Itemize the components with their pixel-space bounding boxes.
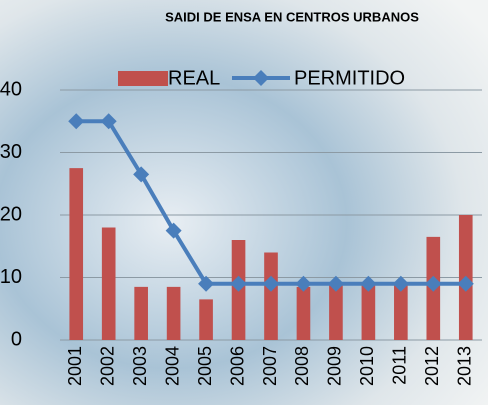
x-tick-label: 2011	[390, 346, 410, 385]
legend-swatch	[118, 71, 168, 86]
x-tick-label: 2013	[455, 346, 475, 386]
bar	[362, 284, 376, 340]
bar	[394, 284, 408, 340]
x-tick-label: 2003	[130, 346, 150, 386]
x-tick-label: 2007	[260, 346, 280, 386]
y-tick-label: 0	[11, 328, 22, 350]
x-tick-label: 2010	[357, 346, 377, 386]
bar	[199, 299, 213, 340]
chart: SAIDI DE ENSA EN CENTROS URBANOS 0 10 20 30…	[0, 0, 488, 405]
x-tick-label: 2002	[97, 346, 117, 386]
bar	[264, 253, 278, 341]
x-tick-label: 2004	[162, 346, 182, 386]
legend-label: REAL	[168, 67, 220, 89]
x-tick-label: 2008	[292, 346, 312, 386]
bar	[134, 287, 148, 340]
legend-label: PERMITIDO	[294, 67, 405, 89]
bar	[329, 284, 343, 340]
x-tick-label: 2009	[325, 346, 345, 386]
y-tick-label: 20	[0, 203, 22, 225]
bar	[102, 228, 116, 341]
bar	[167, 287, 181, 340]
bar	[297, 287, 311, 340]
x-tick-label: 2012	[422, 346, 442, 386]
y-tick-label: 10	[0, 266, 22, 288]
y-tick-label: 30	[0, 141, 22, 163]
bar	[69, 168, 83, 340]
x-tick-label: 2001	[65, 346, 85, 386]
x-tick-label: 2005	[195, 346, 215, 386]
x-tick-label: 2006	[227, 346, 247, 386]
y-tick-label: 40	[0, 78, 22, 100]
chart-title: SAIDI DE ENSA EN CENTROS URBANOS	[165, 9, 419, 24]
